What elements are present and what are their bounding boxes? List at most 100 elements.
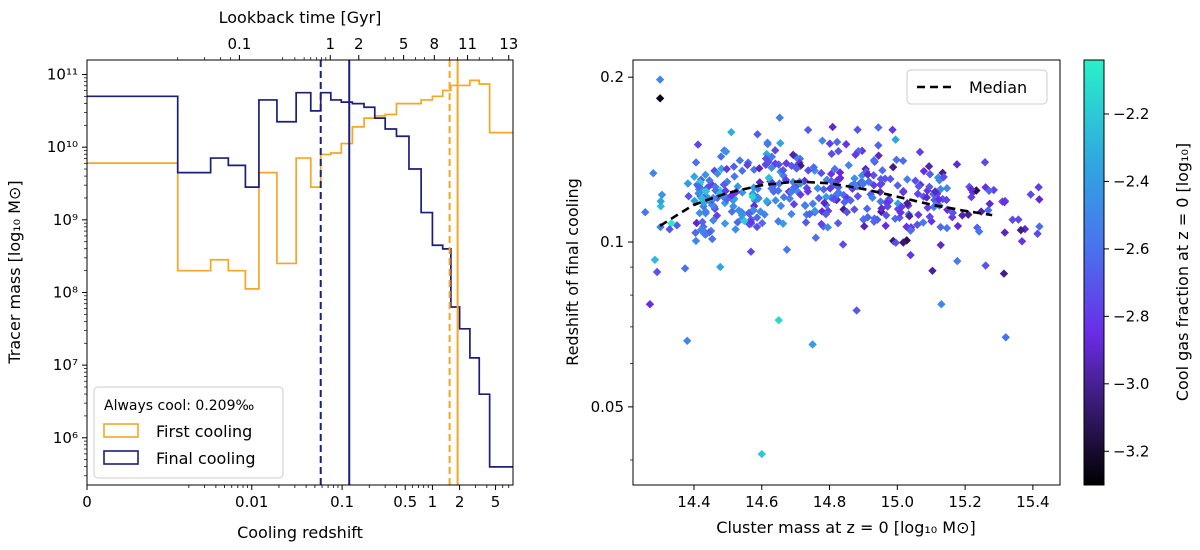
scatter-point [701, 207, 710, 216]
scatter-point [1008, 215, 1017, 224]
scatter-point [708, 234, 717, 244]
scatter-point [756, 207, 765, 216]
scatter-point [1035, 195, 1044, 204]
scatter-point [814, 193, 824, 203]
scatter-y-tick-label: 0.1 [600, 233, 624, 251]
scatter-point [735, 156, 745, 165]
histogram-x-axis-label: Cooling redshift [237, 523, 363, 542]
scatter-point [774, 217, 783, 226]
scatter-point [952, 160, 962, 169]
scatter-point [919, 166, 929, 176]
colorbar-tick-label: −3.2 [1113, 442, 1149, 460]
scatter-point [749, 165, 759, 174]
scatter-point [683, 179, 693, 188]
scatter-point [755, 164, 764, 173]
scatter-point [665, 225, 674, 234]
scatter-point [713, 169, 722, 178]
colorbar-ticks: −3.2 −3.0 −2.8 −2.6 −2.4 −2.2 [1104, 105, 1149, 460]
histogram-top-tick-label: 8 [430, 35, 440, 53]
scatter-point [836, 173, 845, 183]
scatter-point [775, 113, 784, 122]
scatter-point [844, 161, 853, 170]
scatter-point [787, 209, 796, 219]
scatter-point [930, 195, 939, 205]
scatter-x-tick-label: 14.8 [813, 493, 846, 511]
histogram-legend-title: Always cool: 0.209‰ [104, 398, 254, 414]
scatter-point [708, 193, 718, 203]
scatter-point [746, 247, 756, 256]
scatter-point [730, 172, 739, 181]
scatter-point [839, 190, 848, 200]
scatter-point [778, 166, 788, 175]
scatter-point [825, 184, 835, 193]
scatter-point [709, 216, 718, 225]
scatter-point [795, 154, 805, 164]
scatter-point [967, 185, 976, 194]
scatter-point [885, 196, 894, 206]
scatter-point [897, 202, 906, 212]
scatter-point [874, 151, 883, 160]
scatter-point [882, 211, 891, 220]
histogram-vlines [319, 60, 459, 485]
scatter-point [792, 164, 801, 173]
scatter-point [701, 187, 711, 196]
scatter-point [699, 198, 708, 207]
histogram-top-tick-label: 5 [399, 35, 409, 53]
scatter-point [754, 194, 763, 203]
scatter-y-tick-label: 0.05 [591, 398, 624, 416]
scatter-point [1000, 197, 1009, 207]
scatter-point [876, 180, 885, 189]
histogram-x-tick-label: 0.01 [235, 493, 268, 511]
scatter-point [875, 187, 885, 197]
scatter-point [761, 154, 771, 163]
scatter-point [852, 182, 862, 191]
scatter-point [757, 218, 767, 228]
scatter-point [942, 223, 952, 233]
scatter-point [863, 170, 872, 179]
scatter-panel: 14.4 14.6 14.8 15.0 15.2 15.4 0.05 0.1 0.2 Clus… [563, 59, 1192, 537]
scatter-point [655, 94, 665, 103]
scatter-point [1001, 333, 1010, 342]
scatter-point [767, 184, 776, 193]
scatter-point [850, 205, 859, 214]
scatter-point [896, 208, 905, 217]
scatter-point [860, 222, 869, 231]
scatter-point [771, 196, 780, 205]
scatter-point [835, 168, 845, 177]
scatter-x-tick-label: 15.0 [881, 493, 914, 511]
scatter-point [850, 174, 859, 183]
colorbar-gradient [1083, 59, 1105, 486]
scatter-point [822, 175, 831, 185]
scatter-point [967, 192, 976, 202]
scatter-point [717, 164, 726, 173]
scatter-point [857, 171, 867, 180]
scatter-point [888, 125, 897, 134]
histogram-x-tick-label: 0.1 [330, 493, 354, 511]
scatter-y-ticks: 0.05 0.1 0.2 [591, 68, 633, 461]
scatter-point [869, 171, 878, 180]
scatter-point [690, 172, 699, 181]
scatter-point [753, 130, 762, 139]
scatter-point [948, 208, 957, 218]
scatter-point [923, 186, 932, 195]
scatter-point [787, 187, 796, 197]
scatter-point [691, 158, 701, 167]
scatter-point [980, 158, 990, 167]
scatter-point [899, 238, 908, 247]
scatter-point [822, 192, 831, 202]
histogram-top-tick-label: 11 [458, 35, 477, 53]
scatter-point [981, 261, 990, 270]
scatter-point [846, 196, 855, 205]
scatter-point [656, 202, 665, 211]
scatter-x-tick-label: 15.2 [948, 493, 981, 511]
scatter-point [811, 233, 821, 242]
scatter-point [895, 213, 904, 222]
scatter-point [764, 173, 774, 183]
scatter-point [787, 161, 796, 171]
colorbar-tick-label: −2.2 [1113, 105, 1149, 123]
scatter-point [763, 139, 772, 149]
histogram-top-tick-label: 0.1 [227, 35, 251, 53]
scatter-point [788, 177, 798, 187]
scatter-point [1014, 215, 1023, 224]
